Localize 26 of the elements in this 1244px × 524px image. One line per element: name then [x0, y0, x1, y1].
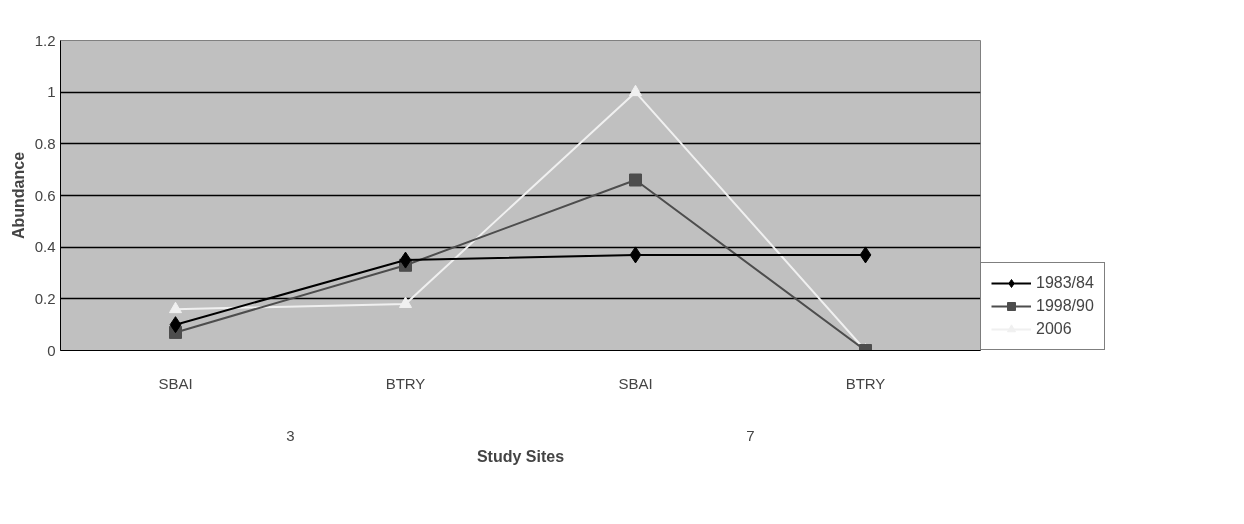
text: 7: [746, 426, 755, 444]
y-tick-label: 0.4: [34, 238, 56, 256]
point: [629, 173, 642, 187]
y-tick-label: 1: [47, 83, 56, 101]
x-tick-label: BTRY: [385, 374, 426, 392]
x-tick-label: SBAI: [158, 374, 193, 392]
point: [859, 246, 872, 264]
point: [399, 296, 412, 308]
point: [629, 246, 642, 264]
y-tick-label: 1.2: [34, 31, 56, 49]
point: [169, 301, 182, 314]
x-axis-title: Study Sites: [476, 447, 565, 465]
y-axis-title: Abundance: [9, 151, 27, 240]
y-tick-label: 0.8: [34, 134, 56, 152]
text: 3: [286, 426, 295, 444]
x-tick-label: BTRY: [845, 374, 886, 392]
point: [399, 251, 412, 269]
y-tick-label: 0: [47, 341, 56, 359]
point: [629, 84, 642, 97]
y-tick-label: 0.2: [34, 289, 56, 307]
legend-label: 2006: [1036, 320, 1072, 338]
y-tick-label: 0.6: [34, 186, 56, 204]
legend-label: 1998/90: [1036, 297, 1094, 315]
point: [169, 316, 182, 334]
x-tick-label: SBAI: [618, 374, 653, 392]
legend-label: 1983/84: [1036, 274, 1094, 292]
